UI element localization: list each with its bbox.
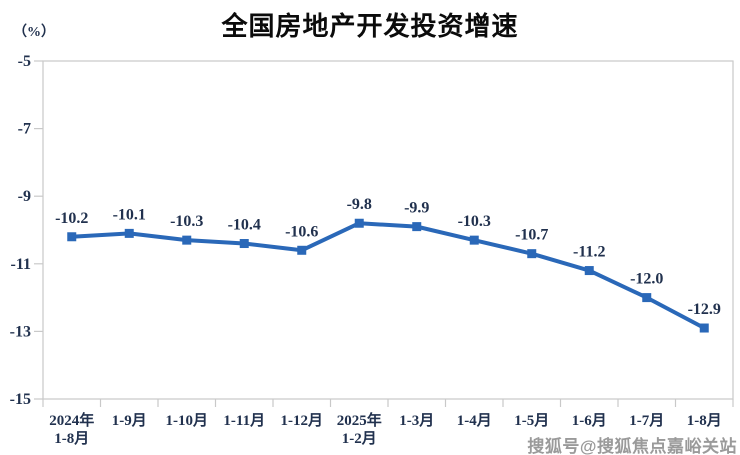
x-axis-label: 2025年 1-2月: [337, 411, 382, 447]
data-point-marker: [412, 222, 422, 232]
data-point-label: -10.1: [113, 206, 146, 223]
x-axis-label: 1-11月: [223, 412, 265, 429]
data-point-label: -10.7: [515, 227, 548, 244]
x-axis-label: 1-3月: [399, 412, 434, 429]
x-axis-label: 1-10月: [166, 412, 209, 429]
data-point-label: -10.3: [170, 213, 203, 230]
x-axis-label: 2024年 1-8月: [49, 411, 94, 447]
x-axis-label: 1-12月: [281, 412, 324, 429]
x-axis-label: 1-8月: [687, 412, 722, 429]
data-line: [69, 221, 707, 331]
y-axis-tick-label: -5: [18, 53, 31, 70]
data-point-marker: [354, 218, 364, 228]
data-point-label: -11.2: [573, 244, 605, 261]
chart-title: 全国房地产开发投资增速: [221, 11, 519, 41]
y-axis-tick-label: -15: [10, 391, 31, 408]
y-axis-unit-label: （%）: [13, 25, 55, 40]
data-point-label: -10.3: [458, 213, 491, 230]
x-axis-label: 1-4月: [457, 412, 492, 429]
x-axis-label: 1-6月: [572, 412, 607, 429]
data-point-label: -12.9: [688, 301, 721, 318]
data-point-label: -10.4: [228, 217, 261, 234]
y-axis-tick-label: -7: [18, 121, 31, 138]
data-point-marker: [469, 235, 479, 245]
x-axis-label: 1-9月: [112, 412, 147, 429]
data-point-marker: [182, 235, 192, 245]
data-point-marker: [67, 232, 77, 242]
watermark-text: 搜狐号@搜狐焦点嘉峪关站: [527, 437, 737, 455]
data-point-label: -10.2: [55, 210, 88, 227]
data-point-marker: [642, 293, 652, 303]
data-point-label: -10.6: [285, 223, 318, 240]
data-point-marker: [584, 266, 594, 276]
data-point-marker: [527, 249, 537, 259]
y-axis-tick-label: -11: [11, 256, 31, 273]
data-point-marker: [699, 323, 709, 333]
data-point-marker: [297, 245, 307, 255]
x-axis-label: 1-7月: [629, 412, 664, 429]
data-point-marker: [124, 228, 134, 238]
y-axis-tick-label: -9: [18, 188, 31, 205]
data-point-label: -9.9: [404, 200, 429, 217]
y-axis-tick-label: -13: [10, 323, 31, 340]
data-point-label: -12.0: [630, 271, 663, 288]
plot-border: [42, 60, 734, 400]
data-point-label: -9.8: [347, 196, 372, 213]
x-axis-label: 1-5月: [514, 412, 549, 429]
data-point-marker: [239, 239, 249, 249]
